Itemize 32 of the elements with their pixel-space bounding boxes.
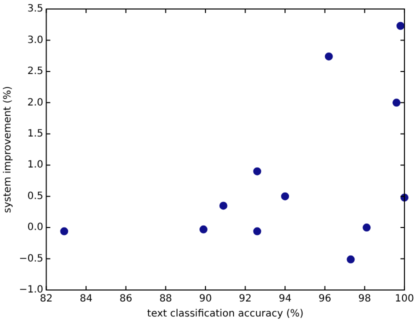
y-axis-title: system improvement (%) — [2, 86, 14, 213]
x-tick-label: 92 — [238, 294, 252, 305]
point — [219, 202, 228, 210]
y-tick-label: −0.5 — [18, 253, 44, 264]
point — [60, 227, 68, 236]
y-tick-label: 3.5 — [27, 4, 44, 15]
y-tick-label: 2.0 — [27, 97, 44, 108]
point — [346, 255, 355, 264]
point — [199, 225, 208, 234]
y-tick-label: 0.0 — [27, 222, 44, 234]
y-tick-label: 0.5 — [27, 190, 44, 202]
x-tick-label: 94 — [278, 294, 292, 305]
y-tick-label: 2.5 — [27, 66, 44, 78]
point — [253, 227, 262, 236]
x-axis-title: text classification accuracy (%) — [147, 308, 304, 320]
x-tick-label: 96 — [318, 294, 332, 305]
y-tick-label: 1.0 — [27, 160, 44, 171]
x-tick-label: 98 — [358, 294, 372, 305]
point — [392, 98, 400, 107]
y-tick-label: 3.0 — [27, 34, 44, 46]
x-tick-label: 100 — [394, 294, 414, 305]
point — [253, 167, 262, 176]
y-tick-label: 1.5 — [27, 128, 44, 140]
point — [362, 224, 371, 232]
x-tick-label: 86 — [120, 294, 132, 305]
x-tick-label: 84 — [80, 294, 92, 305]
point — [281, 192, 290, 200]
x-tick-label: 82 — [40, 294, 53, 305]
point — [324, 52, 333, 60]
point — [396, 22, 404, 30]
x-tick-label: 90 — [199, 294, 212, 305]
x-tick-label: 88 — [159, 294, 172, 305]
